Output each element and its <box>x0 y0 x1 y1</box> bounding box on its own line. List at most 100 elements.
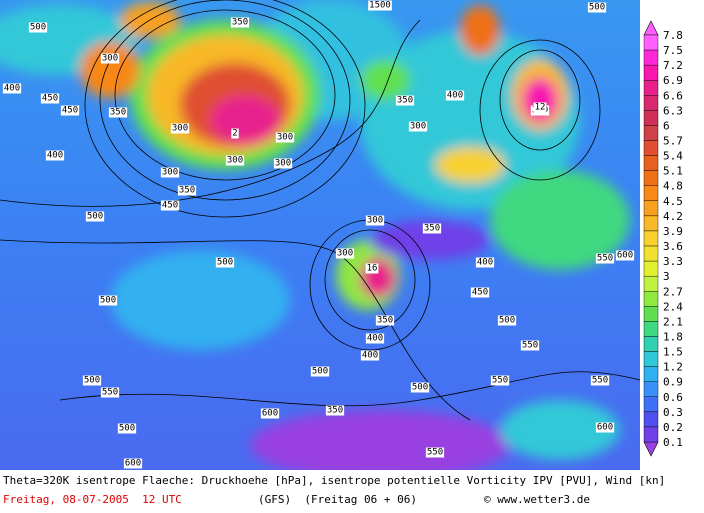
date: Freitag, 08-07-2005 12 UTC <box>3 493 182 506</box>
contour-label: 350 <box>327 406 343 416</box>
colorbar-label: 7.2 <box>663 59 683 72</box>
colorbar-swatch <box>643 351 659 367</box>
contour-label: 300 <box>337 249 353 259</box>
colorbar-swatch <box>643 185 659 202</box>
label-box <box>595 253 615 264</box>
label-box <box>470 287 490 298</box>
label-box <box>422 223 442 234</box>
contour-label: 500 <box>217 258 233 268</box>
contour-label: 300 <box>410 122 426 132</box>
label-box <box>45 150 65 161</box>
colorbar-label: 5.7 <box>663 135 683 148</box>
label-box <box>445 90 465 101</box>
colorbar-label: 1.2 <box>663 361 683 374</box>
colorbar-label: 3.9 <box>663 225 683 238</box>
contour-label: 350 <box>232 18 248 28</box>
colorbar: 7.8 7.5 7.2 6.9 6.6 6.3 6 5.7 5.4 5.1 4.8 4.5 4.2 3.9… <box>643 20 683 457</box>
colorbar-swatch <box>643 321 659 337</box>
label-box <box>273 158 293 169</box>
contour-label: 350 <box>179 186 195 196</box>
label-box <box>98 295 118 306</box>
label-box <box>368 0 392 11</box>
colorbar-swatch <box>643 215 659 232</box>
label-box <box>85 211 105 222</box>
contour-label: 550 <box>592 376 608 386</box>
contour-label: 400 <box>4 84 20 94</box>
label-box <box>587 2 607 13</box>
contour-label: 350 <box>424 224 440 234</box>
label-box <box>410 382 430 393</box>
contour-label: 450 <box>162 201 178 211</box>
colorbar-label: 2.1 <box>663 315 683 328</box>
contour-label: 550 <box>597 254 613 264</box>
colorbar-label: 0.1 <box>663 436 683 449</box>
contour-label: 500 <box>84 376 100 386</box>
label-box <box>160 200 180 211</box>
contour-label: 500 <box>30 23 46 33</box>
contour-label: 550 <box>427 448 443 458</box>
colorbar-label: 3.3 <box>663 255 683 268</box>
colorbar-swatch <box>643 291 659 307</box>
colorbar-swatch <box>643 34 659 51</box>
contour-label: 550 <box>522 341 538 351</box>
label-box <box>275 132 295 143</box>
colorbar-bottom-arrow <box>643 441 659 457</box>
label-box <box>395 95 415 106</box>
colorbar-label: 2.4 <box>663 300 683 313</box>
contour-label: 350 <box>397 96 413 106</box>
colorbar-label: 4.5 <box>663 195 683 208</box>
colorbar-swatch <box>643 49 659 66</box>
contour-label: 300 <box>162 168 178 178</box>
contour-label: 350 <box>110 108 126 118</box>
colorbar-swatch <box>643 381 659 397</box>
contour-label: 450 <box>42 94 58 104</box>
colorbar-label: 6.9 <box>663 74 683 87</box>
colorbar-label: 7.8 <box>663 29 683 42</box>
colorbar-swatch <box>643 125 659 141</box>
colorbar-swatch <box>643 155 659 171</box>
contour-label: 500 <box>87 212 103 222</box>
colorbar-label: 0.9 <box>663 376 683 389</box>
contour-label: 400 <box>362 351 378 361</box>
label-box <box>108 107 128 118</box>
colorbar-label: 4.8 <box>663 180 683 193</box>
label-box <box>365 215 385 226</box>
label-box <box>475 257 495 268</box>
label-box <box>231 128 239 139</box>
colorbar-swatch <box>643 396 659 413</box>
label-box <box>160 167 180 178</box>
label-box <box>365 263 379 274</box>
caption: Theta=320K isentrope Flaeche: Druckhoehe… <box>3 474 666 487</box>
colorbar-swatch <box>643 170 659 186</box>
label-box <box>335 248 355 259</box>
colorbar-swatch <box>643 140 659 156</box>
contour-label: 600 <box>125 459 141 469</box>
label-box <box>60 105 80 116</box>
label-box <box>425 447 445 458</box>
contour-label: 300 <box>275 159 291 169</box>
contour-label: 600 <box>597 423 613 433</box>
colorbar-swatch <box>643 366 659 382</box>
colorbar-label: 7.5 <box>663 44 683 57</box>
contour-label: 550 <box>492 376 508 386</box>
contour-label: 550 <box>102 388 118 398</box>
pressure-contours <box>0 0 640 421</box>
label-box <box>520 340 540 351</box>
contour-label: 300 <box>172 124 188 134</box>
contour-label: 500 <box>100 296 116 306</box>
label-box <box>310 366 330 377</box>
colorbar-label: 0.6 <box>663 391 683 404</box>
contour-label: 400 <box>447 91 463 101</box>
label-box <box>177 185 197 196</box>
contour-label: 500 <box>119 424 135 434</box>
contour-label: 500 <box>499 316 515 326</box>
colorbar-label: 1.8 <box>663 330 683 343</box>
contour-label: 300 <box>277 133 293 143</box>
contour-label: 300 <box>227 156 243 166</box>
label-box <box>117 423 137 434</box>
colorbar-top-arrow <box>643 20 659 36</box>
contour-label: 300 <box>367 216 383 226</box>
colorbar-swatch <box>643 426 659 443</box>
